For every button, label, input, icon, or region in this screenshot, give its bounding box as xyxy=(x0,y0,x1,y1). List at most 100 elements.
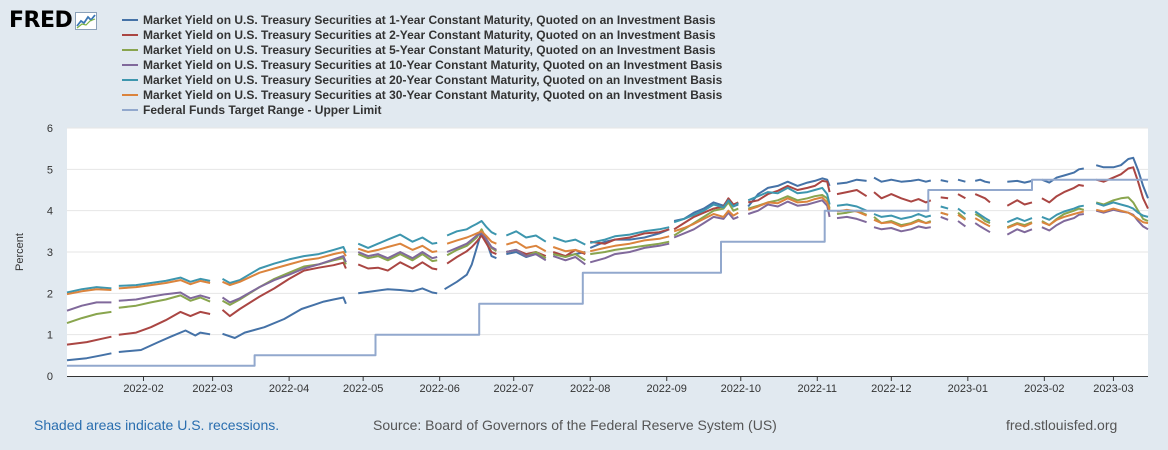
series-line-5[interactable] xyxy=(66,286,112,294)
series-line-6[interactable] xyxy=(873,218,931,228)
series-line-2[interactable] xyxy=(940,196,949,200)
series-line-6[interactable] xyxy=(589,235,670,253)
series-line-6[interactable] xyxy=(957,213,966,221)
series-line-3[interactable] xyxy=(974,213,991,225)
series-line-2[interactable] xyxy=(673,197,739,231)
series-line-5[interactable] xyxy=(673,199,739,224)
series-line-4[interactable] xyxy=(673,211,739,239)
series-line-4[interactable] xyxy=(940,215,949,221)
series-line-1[interactable] xyxy=(222,296,347,339)
series-line-5[interactable] xyxy=(1095,201,1149,218)
series-line-1[interactable] xyxy=(747,177,831,208)
series-line-6[interactable] xyxy=(118,279,211,290)
series-line-4[interactable] xyxy=(1041,213,1084,232)
series-line-6[interactable] xyxy=(1095,207,1149,225)
legend-item[interactable]: Market Yield on U.S. Treasury Securities… xyxy=(122,72,722,87)
series-line-2[interactable] xyxy=(357,261,438,272)
series-line-2[interactable] xyxy=(446,234,497,265)
series-line-1[interactable] xyxy=(836,178,867,185)
series-line-5[interactable] xyxy=(118,276,211,287)
series-line-4[interactable] xyxy=(506,248,547,262)
series-line-3[interactable] xyxy=(590,240,670,256)
series-line-6[interactable] xyxy=(506,240,547,253)
site-link[interactable]: fred.stlouisfed.org xyxy=(1006,417,1118,433)
series-line-6[interactable] xyxy=(552,246,586,254)
series-line-4[interactable] xyxy=(836,215,867,224)
series-line-5[interactable] xyxy=(1041,204,1084,221)
series-line-2[interactable] xyxy=(1006,199,1033,207)
series-line-6[interactable] xyxy=(974,217,991,228)
series-line-4[interactable] xyxy=(552,255,586,266)
legend-item[interactable]: Market Yield on U.S. Treasury Securities… xyxy=(122,12,722,27)
series-line-4[interactable] xyxy=(66,301,112,312)
series-line-4[interactable] xyxy=(589,242,670,264)
series-line-6[interactable] xyxy=(1006,222,1033,229)
series-line-6[interactable] xyxy=(747,196,831,211)
series-line-4[interactable] xyxy=(357,251,438,260)
series-line-2[interactable] xyxy=(66,335,112,346)
series-line-1[interactable] xyxy=(957,178,966,183)
legend-item[interactable]: Market Yield on U.S. Treasury Securities… xyxy=(122,57,722,72)
series-line-5[interactable] xyxy=(873,213,932,220)
series-line-3[interactable] xyxy=(66,310,112,325)
series-line-2[interactable] xyxy=(974,193,991,204)
series-line-4[interactable] xyxy=(974,222,991,234)
series-line-1[interactable] xyxy=(873,176,932,183)
series-line-7[interactable] xyxy=(67,178,1148,367)
series-line-5[interactable] xyxy=(552,236,586,246)
series-line-1[interactable] xyxy=(1041,167,1084,184)
legend-item[interactable]: Market Yield on U.S. Treasury Securities… xyxy=(122,87,722,102)
series-line-1[interactable] xyxy=(940,179,949,183)
series-line-6[interactable] xyxy=(1041,210,1085,227)
series-line-5[interactable] xyxy=(222,246,347,284)
series-line-6[interactable] xyxy=(446,230,497,245)
series-line-1[interactable] xyxy=(118,329,211,353)
legend-item[interactable]: Market Yield on U.S. Treasury Securities… xyxy=(122,27,722,42)
series-line-1[interactable] xyxy=(358,287,438,295)
series-line-3[interactable] xyxy=(118,294,211,309)
series-line-1[interactable] xyxy=(1007,179,1033,184)
series-line-4[interactable] xyxy=(747,199,831,218)
series-line-6[interactable] xyxy=(673,209,739,233)
series-line-5[interactable] xyxy=(1006,217,1033,224)
series-line-4[interactable] xyxy=(118,291,211,302)
series-line-5[interactable] xyxy=(974,210,991,222)
series-line-5[interactable] xyxy=(357,233,438,249)
series-line-1[interactable] xyxy=(589,228,670,249)
series-line-4[interactable] xyxy=(221,255,347,304)
series-line-1[interactable] xyxy=(974,178,991,184)
legend-item[interactable]: Market Yield on U.S. Treasury Securities… xyxy=(122,42,722,57)
series-line-2[interactable] xyxy=(1041,184,1084,204)
series-line-5[interactable] xyxy=(446,220,497,237)
series-line-5[interactable] xyxy=(589,226,670,244)
series-line-6[interactable] xyxy=(940,211,949,216)
series-line-3[interactable] xyxy=(1095,196,1149,222)
series-line-2[interactable] xyxy=(221,261,347,318)
fred-logo[interactable]: FRED xyxy=(9,8,98,34)
series-line-4[interactable] xyxy=(873,225,931,233)
series-line-6[interactable] xyxy=(66,288,112,296)
series-line-1[interactable] xyxy=(444,230,497,291)
series-line-6[interactable] xyxy=(222,251,347,287)
series-line-5[interactable] xyxy=(940,205,949,210)
series-line-2[interactable] xyxy=(590,228,670,245)
series-line-5[interactable] xyxy=(836,203,867,212)
series-line-4[interactable] xyxy=(446,231,497,253)
recessions-note[interactable]: Shaded areas indicate U.S. recessions. xyxy=(34,417,280,433)
series-line-2[interactable] xyxy=(836,189,868,198)
series-line-4[interactable] xyxy=(957,220,966,228)
series-line-2[interactable] xyxy=(957,193,966,200)
series-line-1[interactable] xyxy=(66,352,112,362)
series-line-2[interactable] xyxy=(747,179,831,204)
series-line-4[interactable] xyxy=(1006,228,1033,236)
series-line-5[interactable] xyxy=(505,230,547,243)
series-line-6[interactable] xyxy=(357,242,438,253)
series-line-5[interactable] xyxy=(747,186,831,205)
series-line-3[interactable] xyxy=(222,257,347,306)
series-line-2[interactable] xyxy=(873,191,932,204)
series-line-2[interactable] xyxy=(118,310,211,336)
series-line-3[interactable] xyxy=(552,253,586,262)
legend-item[interactable]: Federal Funds Target Range - Upper Limit xyxy=(122,102,722,117)
series-line-3[interactable] xyxy=(357,253,438,263)
series-line-5[interactable] xyxy=(957,207,966,215)
